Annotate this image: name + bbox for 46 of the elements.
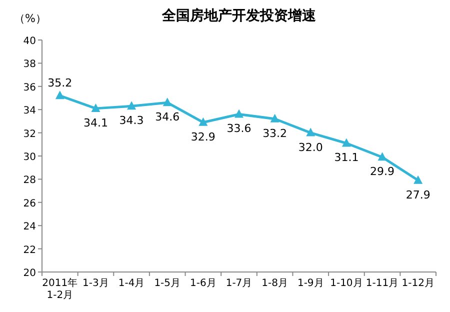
x-tick-label: 1-12月 bbox=[402, 278, 434, 289]
x-tick-label: 1-7月 bbox=[226, 278, 252, 289]
x-tick-label: 1-6月 bbox=[190, 278, 216, 289]
text: 29.9 bbox=[370, 165, 395, 178]
text: 34.1 bbox=[83, 116, 108, 130]
y-tick-label: 40 bbox=[23, 36, 36, 47]
text: 32.0 bbox=[298, 140, 323, 154]
x-tick-label: 2011年 1-2月 bbox=[42, 277, 78, 301]
text: 34.6 bbox=[155, 110, 180, 124]
point bbox=[234, 109, 244, 118]
point bbox=[270, 114, 280, 122]
text: 27.9 bbox=[406, 188, 430, 202]
chart-title: 全国房地产开发投资增速 bbox=[161, 7, 317, 24]
point bbox=[378, 152, 387, 161]
text: 33.2 bbox=[262, 126, 288, 140]
point bbox=[55, 90, 64, 100]
text: 33.6 bbox=[226, 122, 252, 136]
y-tick-label: 26 bbox=[23, 198, 36, 210]
point bbox=[198, 117, 208, 126]
text: 32.9 bbox=[190, 130, 216, 144]
x-tick-label: 1-10月 bbox=[330, 278, 363, 289]
x-tick-label: 1-8月 bbox=[262, 278, 288, 289]
point bbox=[414, 175, 423, 184]
y-tick-label: 38 bbox=[23, 59, 36, 70]
point bbox=[162, 98, 172, 106]
y-tick-label: 32 bbox=[23, 128, 36, 140]
x-tick-label: 1-11月 bbox=[366, 278, 399, 289]
x-tick-label: 1-5月 bbox=[154, 278, 181, 289]
x-tick-label: 1-4月 bbox=[118, 278, 145, 289]
point bbox=[306, 128, 316, 136]
y-tick-label: 34 bbox=[23, 106, 36, 117]
y-axis-title: （%） bbox=[14, 12, 46, 25]
y-tick-label: 28 bbox=[23, 175, 36, 186]
point bbox=[91, 103, 100, 112]
text: 31.1 bbox=[334, 151, 359, 164]
y-tick-label: 30 bbox=[23, 152, 36, 163]
text: 35.2 bbox=[48, 76, 72, 90]
y-tick-label: 20 bbox=[23, 268, 36, 279]
text: 34.3 bbox=[119, 114, 144, 128]
y-tick-label: 22 bbox=[23, 244, 36, 256]
point bbox=[127, 101, 136, 110]
point bbox=[342, 138, 351, 147]
x-tick-label: 1-3月 bbox=[82, 278, 109, 289]
y-tick-label: 24 bbox=[23, 222, 36, 233]
x-tick-label: 1-9月 bbox=[297, 278, 324, 289]
y-tick-label: 36 bbox=[23, 82, 36, 94]
